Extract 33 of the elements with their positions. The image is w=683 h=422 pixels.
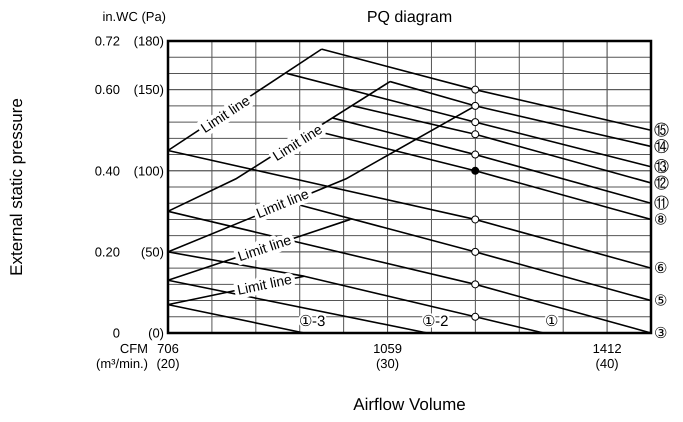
y2-tick-label: (150) [134,82,164,98]
x-axis-title: Airflow Volume [353,395,466,414]
series-label: ⑧ [654,211,667,228]
text: (m³/min.) [96,356,148,371]
series-label: ③ [654,325,667,342]
y2-tick-label: (50) [140,244,164,260]
series-label: ⑪ [654,195,669,212]
series-label: ⑮ [654,122,669,140]
chart-title: PQ diagram [366,9,452,26]
y-tick-label: 0 [112,326,120,340]
x2-tick-label: (30) [376,356,400,371]
x2-tick-label: (20) [156,356,180,371]
series-label: ⑭ [654,138,669,156]
y2-tick-label: (100) [134,163,164,178]
x-tick-label: 706 [157,341,179,356]
series-label: ⑬ [654,158,669,176]
y-tick-label: 0.60 [94,82,120,98]
y-tick-label: 0.72 [94,34,120,48]
y-axis-title: External static pressure [7,98,26,276]
y-tick-label: 0.20 [94,244,120,260]
x-tick-label: 1059 [373,341,402,356]
text: CFM [120,341,148,356]
text: in.WC (Pa) [102,9,166,24]
series-label: ① [545,313,558,330]
x2-tick-label: (40) [596,356,619,371]
series-label: ①-3 [299,313,326,330]
series-label: ⑤ [654,292,667,310]
y-tick-label: 0.40 [94,163,120,178]
series-label: ⑫ [654,174,669,192]
y2-tick-label: (180) [134,34,164,48]
series-label: ⑥ [654,260,667,278]
x-tick-label: 1412 [592,341,622,356]
y2-tick-label: (0) [148,326,164,340]
